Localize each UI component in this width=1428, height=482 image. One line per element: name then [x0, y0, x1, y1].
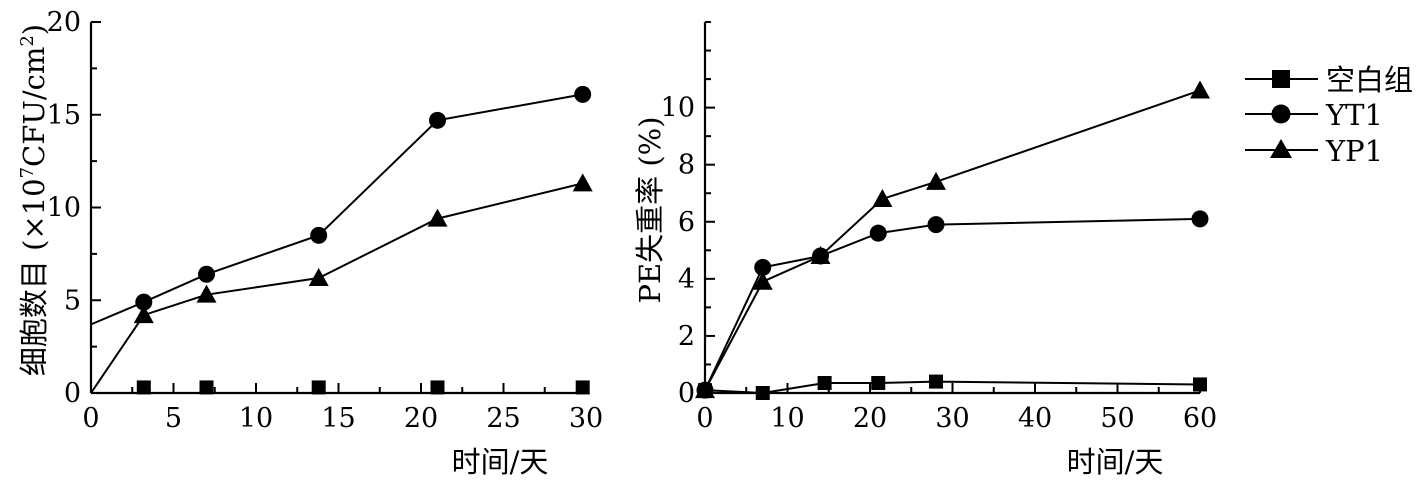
left-y-axis-title: 细胞数目 (×107CFU/cm2) [17, 24, 51, 376]
y-tick-label: 5 [64, 285, 81, 316]
legend-entry-blank: 空白组 [1245, 63, 1413, 97]
left-chart-axes [89, 22, 586, 395]
right-chart: 0 10 20 30 40 50 60 0 2 4 6 8 10 时间/天 PE失重率 (%) [633, 21, 1217, 479]
x-tick-label: 20 [404, 403, 438, 434]
data-point-triangle [427, 208, 448, 227]
x-tick-label: 10 [770, 403, 804, 434]
x-tick-label: 25 [486, 403, 520, 434]
data-point-circle [574, 85, 592, 103]
x-tick-label: 30 [935, 403, 969, 434]
series-triangle [90, 173, 593, 394]
data-point-triangle [872, 188, 893, 207]
legend-label-yt1: YT1 [1325, 98, 1383, 132]
x-tick-label: 10 [239, 403, 273, 434]
y-tick-label: 10 [661, 93, 695, 124]
data-point-circle [310, 226, 328, 244]
data-point-square [817, 376, 832, 391]
data-point-triangle [926, 171, 946, 190]
left-x-axis-title: 时间/天 [452, 445, 549, 479]
x-tick-label: 0 [82, 403, 99, 434]
data-point-square [311, 380, 326, 395]
y-tick-label: 8 [678, 150, 695, 181]
x-tick-label: 60 [1183, 403, 1217, 434]
data-point-triangle [1190, 80, 1210, 99]
x-tick-label: 40 [1018, 403, 1052, 434]
data-point-triangle [752, 271, 773, 290]
left-chart-ticks: 0 5 10 15 20 25 30 0 5 10 15 20 [47, 7, 604, 434]
data-point-square [871, 376, 886, 391]
data-point-circle [869, 224, 887, 242]
data-point-circle [198, 265, 215, 283]
data-point-square [929, 374, 943, 389]
legend-entry-yp1: YP1 [1245, 134, 1383, 168]
data-point-square [199, 380, 214, 395]
data-point-circle [927, 216, 945, 234]
series-circle [696, 210, 1209, 399]
x-tick-label: 5 [165, 403, 182, 434]
x-tick-label: 15 [321, 403, 355, 434]
series-line-triangle [704, 89, 1201, 391]
series-line-circle [90, 93, 583, 326]
legend-label-blank: 空白组 [1326, 63, 1413, 97]
data-point-triangle [695, 380, 715, 399]
data-point-square [136, 380, 151, 395]
x-tick-label: 50 [1100, 403, 1134, 434]
legend-triangle-marker [1270, 139, 1292, 158]
left-chart: 0 5 10 15 20 25 30 0 5 10 15 20 时间/天 细胞数目 (×107CFU/… [17, 7, 603, 479]
right-chart-ticks: 0 10 20 30 40 50 60 0 2 4 6 8 10 [661, 21, 1217, 434]
series-line-circle [704, 217, 1201, 391]
data-point-square [430, 380, 445, 395]
y-tick-label: 10 [47, 193, 81, 224]
data-point-circle [429, 111, 446, 129]
data-point-triangle [572, 173, 593, 192]
right-x-axis-title: 时间/天 [1067, 445, 1164, 479]
y-tick-label: 20 [47, 7, 81, 38]
x-tick-label: 30 [569, 403, 603, 434]
y-tick-label: 2 [678, 321, 695, 352]
left-chart-series [90, 85, 593, 395]
data-point-triangle [196, 284, 217, 303]
right-chart-axes [703, 22, 1200, 395]
series-square [136, 380, 590, 395]
x-tick-label: 0 [696, 403, 713, 434]
y-tick-label: 0 [64, 378, 81, 409]
legend-square-marker [1272, 70, 1290, 88]
legend-entry-yt1: YT1 [1245, 98, 1383, 132]
data-point-triangle [133, 305, 154, 324]
data-point-circle [135, 293, 153, 311]
right-y-axis-title: PE失重率 (%) [633, 116, 667, 303]
data-point-square [755, 386, 770, 400]
series-line-square [704, 380, 1201, 395]
right-chart-series [695, 80, 1210, 400]
data-point-square [575, 380, 590, 395]
y-tick-label: 0 [678, 378, 695, 409]
data-point-triangle [810, 246, 831, 265]
data-point-circle [754, 258, 772, 276]
y-tick-label: 15 [47, 100, 81, 131]
data-point-square [1193, 377, 1207, 392]
series-triangle [695, 80, 1210, 399]
y-tick-label: 4 [678, 264, 695, 295]
legend: 空白组 YT1 YP1 [1245, 63, 1413, 168]
y-tick-label: 6 [678, 207, 695, 238]
x-tick-label: 20 [853, 403, 887, 434]
legend-circle-marker [1271, 104, 1291, 124]
legend-label-yp1: YP1 [1325, 134, 1383, 168]
series-line-triangle [90, 182, 583, 394]
data-point-triangle [308, 267, 329, 286]
series-circle [90, 85, 592, 326]
data-point-circle [1191, 210, 1209, 228]
